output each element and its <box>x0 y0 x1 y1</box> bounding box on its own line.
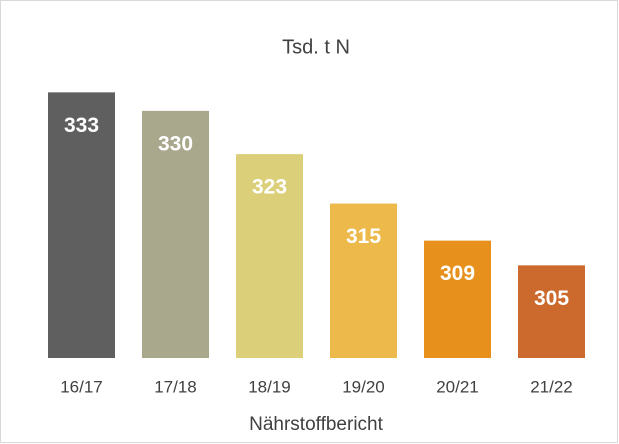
x-tick-label: 21/22 <box>530 377 573 396</box>
bar <box>236 154 303 358</box>
value-label: 315 <box>346 225 381 248</box>
x-tick-label: 19/20 <box>342 377 385 396</box>
value-label: 330 <box>158 132 193 155</box>
x-tick-label: 17/18 <box>154 377 197 396</box>
bar <box>424 240 491 358</box>
chart-title: Tsd. t N <box>282 36 350 58</box>
bar <box>142 110 209 358</box>
value-label: 333 <box>64 114 99 137</box>
value-label: 323 <box>252 176 287 199</box>
value-label: 309 <box>440 262 475 285</box>
value-label: 305 <box>534 287 569 310</box>
x-axis-title: Nährstoffbericht <box>249 414 383 435</box>
bar <box>48 92 115 358</box>
x-tick-label: 18/19 <box>248 377 291 396</box>
x-tick-label: 20/21 <box>436 377 479 396</box>
bar <box>330 203 397 358</box>
x-tick-label: 16/17 <box>60 377 103 396</box>
bar <box>518 265 585 358</box>
